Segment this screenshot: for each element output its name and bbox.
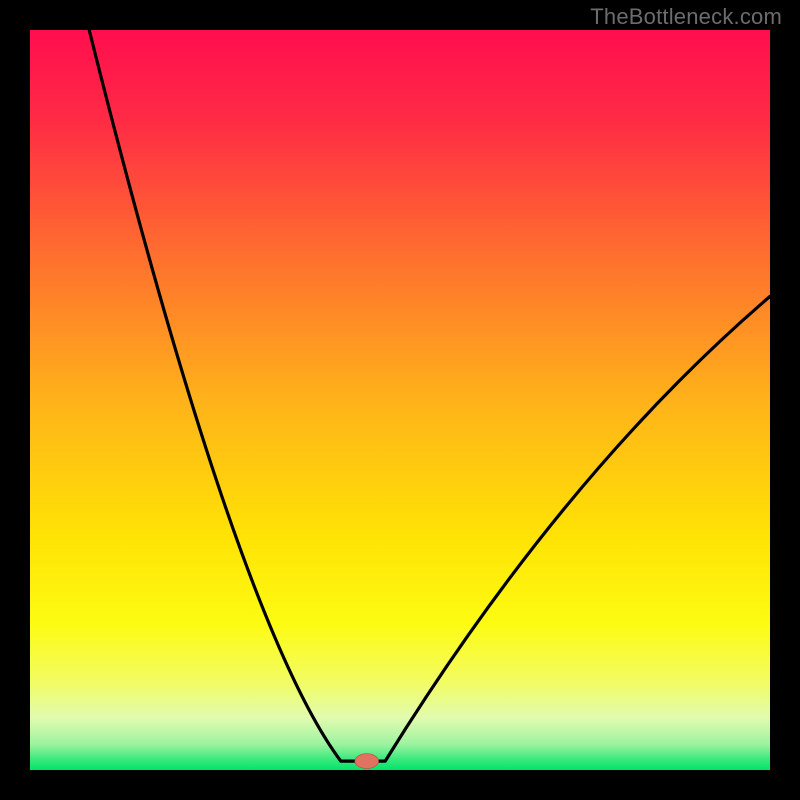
plot-area bbox=[30, 30, 770, 770]
optimal-point-marker bbox=[355, 754, 379, 769]
plot-svg bbox=[30, 30, 770, 770]
bottleneck-curve bbox=[89, 30, 770, 761]
canvas: TheBottleneck.com bbox=[0, 0, 800, 800]
watermark-text: TheBottleneck.com bbox=[590, 4, 782, 30]
